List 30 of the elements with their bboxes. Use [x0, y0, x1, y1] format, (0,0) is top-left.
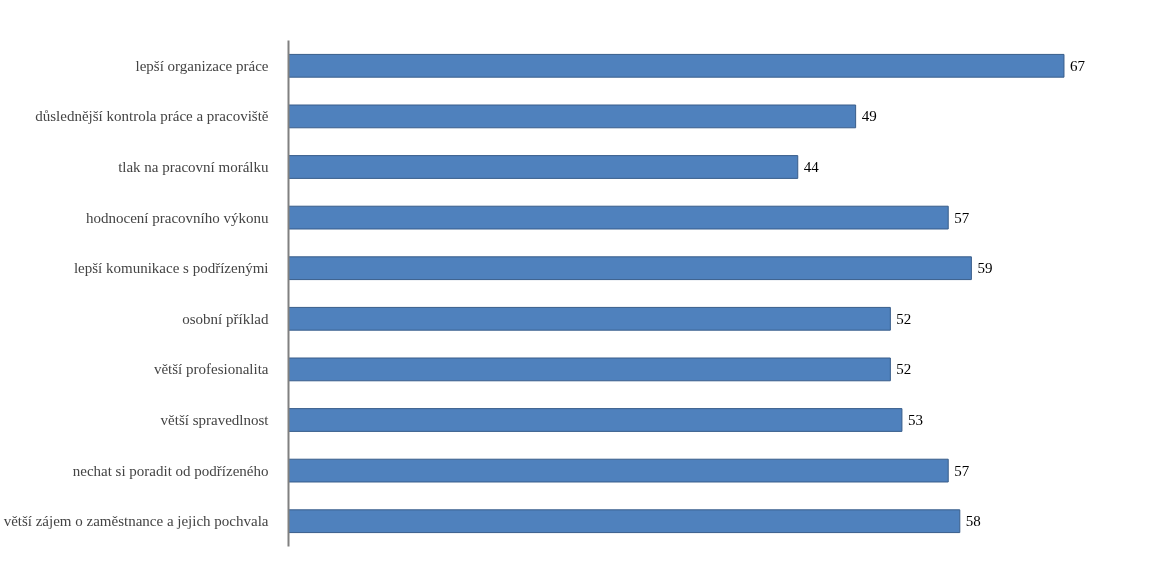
bar — [288, 104, 857, 129]
y-tick-label: lepší organizace práce — [135, 57, 269, 74]
bar — [288, 155, 799, 179]
y-tick-label: větší profesionalita — [153, 361, 269, 378]
data-label: 44 — [803, 159, 820, 175]
y-tick-label: tlak na pracovní morálku — [118, 159, 269, 175]
data-label: 52 — [896, 310, 912, 327]
bar — [288, 408, 903, 432]
y-tick-label: hodnocení pracovního výkonu — [86, 209, 269, 226]
bar — [288, 306, 891, 331]
y-tick-label: lepší komunikace s podřízenými — [73, 260, 269, 277]
y-tick-label: nechat si poradit od podřízeného — [72, 462, 269, 479]
data-label: 58 — [965, 513, 981, 530]
y-tick-label: osobní příklad — [182, 310, 269, 327]
bar — [288, 205, 949, 230]
data-label: 59 — [977, 260, 993, 277]
data-label: 53 — [907, 412, 923, 428]
data-label: 52 — [896, 361, 912, 378]
data-label: 49 — [861, 108, 877, 125]
y-tick-label: důslednější kontrola práce a pracoviště — [35, 108, 269, 125]
bar — [288, 256, 972, 281]
y-tick-label: větší zájem o zaměstnance a jejich pochvala — [3, 513, 269, 530]
bar — [288, 509, 961, 534]
data-label: 67 — [1069, 57, 1086, 74]
data-label: 57 — [954, 209, 970, 226]
y-tick-label: větší spravedlnost — [160, 412, 270, 428]
data-label: 57 — [954, 462, 970, 479]
bar — [288, 458, 949, 483]
bar — [288, 357, 891, 382]
bar — [288, 53, 1065, 78]
